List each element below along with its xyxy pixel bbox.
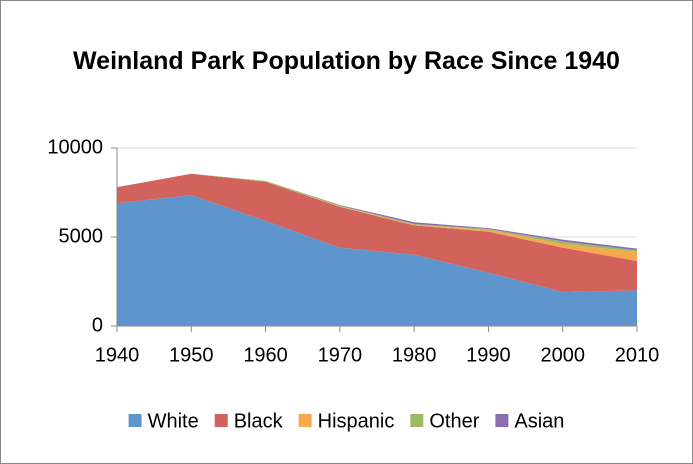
area xyxy=(117,173,637,293)
legend-label: Hispanic xyxy=(318,410,395,432)
area xyxy=(117,195,637,326)
y-tick-label: 10000 xyxy=(47,136,103,158)
x-tick-label: 2010 xyxy=(615,344,660,366)
legend-swatch xyxy=(495,414,509,427)
area xyxy=(117,173,637,251)
legend-swatch xyxy=(214,414,228,427)
x-tick-label: 1940 xyxy=(95,344,140,366)
legend-label: White xyxy=(148,410,199,432)
x-tick-label: 1990 xyxy=(466,344,511,366)
chart-title: Weinland Park Population by Race Since 1… xyxy=(73,47,620,75)
legend-label: Black xyxy=(234,410,284,432)
x-tick-label: 1970 xyxy=(318,344,363,366)
legend-swatch xyxy=(298,414,312,427)
legend-swatch xyxy=(128,414,142,427)
legend-label: Asian xyxy=(514,410,564,432)
y-tick-label: 0 xyxy=(92,314,103,336)
legend-swatch xyxy=(410,414,424,427)
x-tick-label: 2000 xyxy=(540,344,585,366)
legend-label: Other xyxy=(429,410,479,432)
area xyxy=(117,173,637,253)
x-tick-label: 1950 xyxy=(169,344,214,366)
x-tick-label: 1980 xyxy=(392,344,437,366)
x-tick-label: 1960 xyxy=(243,344,288,366)
y-tick-label: 5000 xyxy=(59,225,104,247)
